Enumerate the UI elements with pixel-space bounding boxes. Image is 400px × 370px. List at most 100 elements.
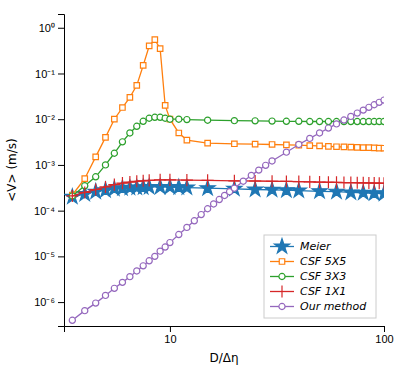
y-tick-mark bbox=[58, 73, 64, 74]
series-point bbox=[326, 144, 331, 149]
series-point bbox=[378, 177, 384, 189]
series-point bbox=[66, 190, 78, 202]
plot-area bbox=[65, 37, 384, 323]
series-point bbox=[231, 185, 237, 191]
chart: 1010010⁻⁶10⁻⁵10⁻⁴10⁻³10⁻²10⁻¹10⁰D/Δη<V> … bbox=[0, 0, 400, 370]
y-tick: 10⁻³ bbox=[35, 159, 64, 171]
x-tick: 10 bbox=[164, 326, 176, 345]
series-point bbox=[381, 118, 384, 124]
series-point bbox=[164, 174, 176, 186]
series-point bbox=[354, 110, 360, 116]
series-point bbox=[119, 279, 125, 285]
series-point bbox=[354, 118, 360, 124]
series-point bbox=[112, 116, 117, 121]
series-point bbox=[266, 175, 278, 187]
series-point bbox=[252, 141, 257, 146]
y-tick-label: 10⁻⁴ bbox=[34, 205, 55, 217]
legend-label: CSF 1X1 bbox=[300, 285, 346, 298]
series-point bbox=[191, 218, 197, 224]
series-point bbox=[334, 144, 339, 149]
series-point bbox=[157, 46, 162, 51]
series-point bbox=[366, 145, 371, 150]
y-tick-label: 10⁻⁶ bbox=[34, 296, 55, 308]
series-point bbox=[307, 143, 312, 148]
series-point bbox=[146, 43, 151, 48]
series-point bbox=[283, 149, 289, 155]
series-point bbox=[176, 231, 182, 237]
series-point bbox=[205, 206, 211, 212]
legend-box bbox=[264, 235, 376, 318]
legend-marker bbox=[274, 239, 289, 253]
y-tick-label: 10⁰ bbox=[39, 22, 55, 34]
y-tick-mark bbox=[58, 256, 64, 257]
series-point bbox=[181, 174, 193, 186]
x-tick-label: 100 bbox=[375, 333, 393, 345]
series-point bbox=[152, 253, 158, 259]
legend-marker bbox=[279, 259, 284, 264]
series-point bbox=[211, 201, 217, 207]
legend-marker bbox=[279, 303, 285, 309]
series-point bbox=[296, 141, 302, 147]
series-point bbox=[99, 181, 111, 193]
series-point bbox=[269, 158, 275, 164]
series-point bbox=[205, 140, 210, 145]
y-tick-mark bbox=[58, 211, 64, 212]
series-point bbox=[108, 179, 120, 191]
series-point bbox=[140, 63, 145, 68]
series-point bbox=[119, 139, 125, 145]
series-point bbox=[283, 118, 289, 124]
series-point bbox=[120, 105, 125, 110]
series-point bbox=[232, 141, 237, 146]
series-point bbox=[140, 118, 146, 124]
x-tick-label: 10 bbox=[164, 333, 176, 345]
series-point bbox=[325, 125, 331, 131]
legend-label: CSF 5X5 bbox=[300, 255, 346, 268]
legend-label: CSF 3X3 bbox=[300, 270, 346, 283]
series-point bbox=[205, 117, 211, 123]
y-tick: 10⁻⁶ bbox=[34, 296, 64, 308]
y-tick: 10⁰ bbox=[39, 22, 64, 34]
y-tick-label: 10⁻¹ bbox=[35, 68, 55, 80]
series-point bbox=[202, 174, 214, 186]
series-line bbox=[72, 117, 384, 196]
legend-item: Meier bbox=[270, 239, 332, 254]
series-point bbox=[93, 300, 99, 306]
series-line bbox=[72, 100, 384, 320]
legend-item: Our method bbox=[270, 300, 367, 313]
x-axis: 10 100 bbox=[65, 326, 394, 345]
series-point bbox=[355, 145, 360, 150]
y-tick-mark bbox=[58, 28, 64, 29]
series-point bbox=[252, 118, 258, 124]
series-point bbox=[167, 240, 173, 246]
y-tick-label: 10⁻³ bbox=[35, 159, 55, 171]
series-line bbox=[72, 40, 384, 195]
series-point bbox=[103, 135, 108, 140]
series-point bbox=[248, 172, 254, 178]
x-tick-mark bbox=[384, 326, 385, 332]
series-point bbox=[341, 117, 347, 123]
series-point bbox=[176, 116, 182, 122]
series-point bbox=[317, 143, 322, 148]
series-point bbox=[127, 95, 132, 100]
series-point bbox=[269, 142, 274, 147]
series-point bbox=[167, 116, 172, 121]
series-point bbox=[361, 145, 366, 150]
series-point bbox=[263, 162, 269, 168]
series-point bbox=[124, 176, 136, 188]
series-point bbox=[240, 178, 246, 184]
series-point bbox=[184, 224, 190, 230]
legend-item: CSF 5X5 bbox=[270, 255, 346, 268]
series-point bbox=[341, 144, 346, 149]
legend-marker bbox=[276, 285, 288, 297]
y-axis: 10⁻⁶10⁻⁵10⁻⁴10⁻³10⁻²10⁻¹10⁰ bbox=[34, 15, 64, 327]
series-point bbox=[162, 103, 167, 108]
series-point bbox=[284, 142, 289, 147]
series-point bbox=[134, 268, 140, 274]
x-axis-line bbox=[65, 327, 385, 333]
x-axis-title: D/Δη bbox=[209, 351, 238, 365]
series-point bbox=[167, 116, 173, 122]
series-point bbox=[316, 130, 322, 136]
series-point bbox=[293, 176, 305, 188]
x-tick-mark bbox=[170, 326, 171, 332]
series-point bbox=[184, 117, 190, 123]
